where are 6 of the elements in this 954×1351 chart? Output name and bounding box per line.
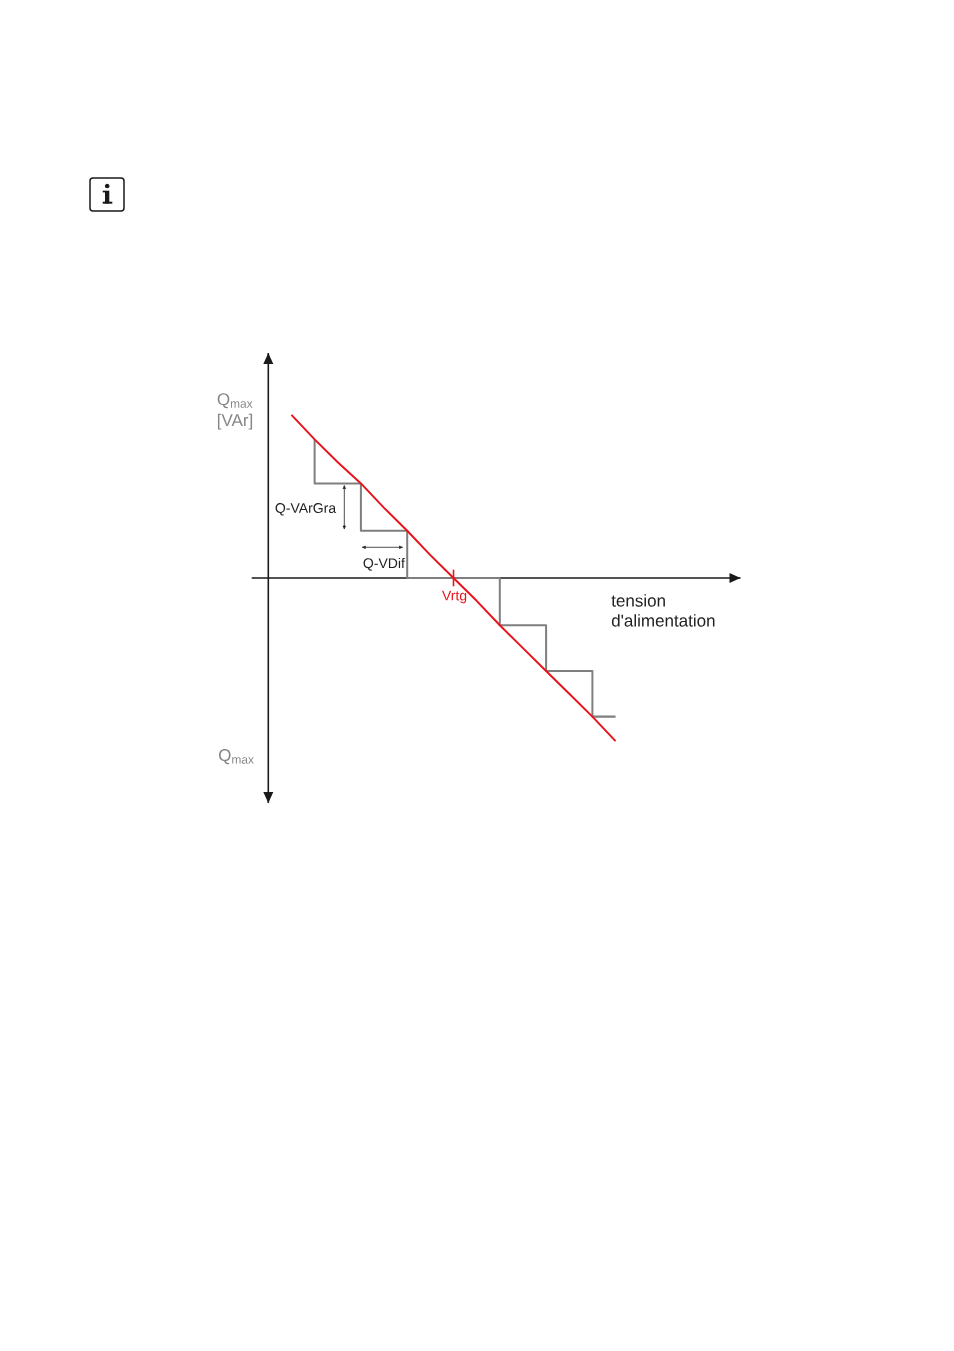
text: Q$_{max}$ [219,749,254,765]
annotation: Q-VDif [363,557,405,571]
annotation: Vrtg [441,590,467,604]
x-axis-title: tension d'alimentation [611,594,715,627]
annotation: Q-VArGra [275,503,337,516]
y-axis-title: Q$_{max}$ [VAr] [217,393,253,430]
